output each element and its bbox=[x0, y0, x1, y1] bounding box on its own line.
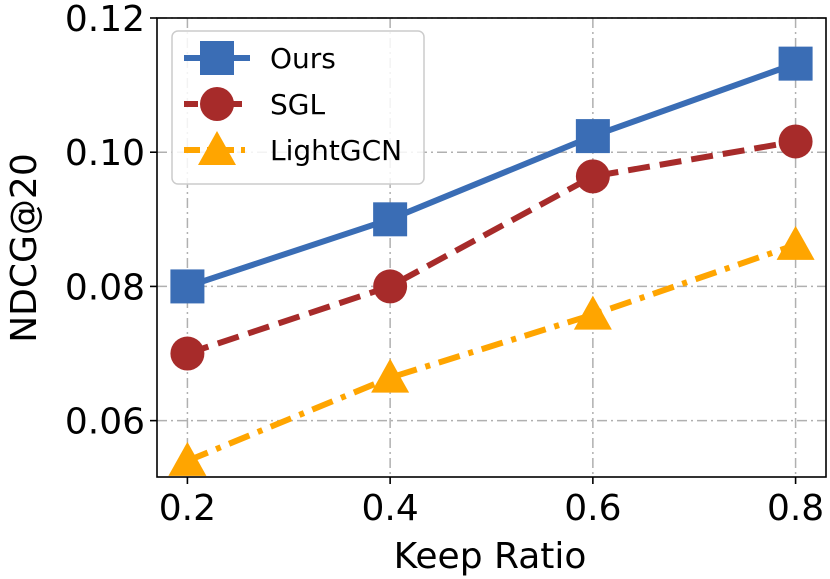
x-axis-label: Keep Ratio bbox=[394, 536, 587, 577]
sgl-point bbox=[575, 159, 610, 194]
series-layer bbox=[168, 46, 815, 476]
series-sgl bbox=[170, 124, 813, 371]
legend-item-sgl: SGL bbox=[184, 87, 325, 121]
tick-layer: 0.2 0.4 0.6 0.8 0.06 0.08 0.10 0.12 bbox=[65, 0, 824, 529]
lightgcn-point bbox=[371, 358, 410, 393]
sgl-line bbox=[186, 138, 797, 357]
y-tick-label: 0.12 bbox=[65, 0, 145, 40]
legend-label-lightgcn: LightGCN bbox=[270, 134, 402, 167]
legend-label-ours: Ours bbox=[270, 42, 336, 75]
y-tick-label: 0.10 bbox=[65, 133, 145, 174]
legend-marker-lightgcn bbox=[198, 131, 236, 165]
ours-point bbox=[575, 119, 610, 154]
legend-box bbox=[171, 30, 425, 185]
series-lightgcn bbox=[168, 225, 815, 476]
x-tick-label: 0.6 bbox=[564, 488, 621, 529]
legend-item-ours: Ours bbox=[184, 41, 336, 75]
legend-marker-sgl bbox=[200, 87, 234, 121]
ours-point bbox=[170, 269, 205, 304]
legend: Ours SGL LightGCN bbox=[171, 30, 425, 185]
x-tick-label: 0.8 bbox=[767, 488, 824, 529]
legend-item-lightgcn: LightGCN bbox=[184, 131, 402, 167]
plot-frame bbox=[156, 17, 827, 478]
sgl-point bbox=[373, 269, 408, 304]
sgl-point bbox=[170, 336, 205, 371]
lightgcn-point bbox=[168, 441, 207, 476]
lightgcn-line bbox=[186, 241, 797, 464]
ours-point bbox=[778, 46, 813, 81]
y-axis-label: NDCG@20 bbox=[4, 153, 45, 343]
x-tick-label: 0.2 bbox=[159, 488, 216, 529]
x-tick-label: 0.4 bbox=[362, 488, 419, 529]
legend-marker-ours bbox=[200, 41, 234, 75]
ours-line bbox=[186, 60, 797, 290]
legend-label-sgl: SGL bbox=[270, 88, 325, 121]
series-ours bbox=[170, 46, 813, 304]
sgl-point bbox=[778, 124, 813, 159]
lightgcn-point bbox=[573, 295, 612, 330]
y-tick-label: 0.08 bbox=[65, 267, 145, 308]
ours-point bbox=[373, 202, 408, 237]
y-tick-label: 0.06 bbox=[65, 402, 145, 443]
lightgcn-point bbox=[776, 225, 815, 260]
